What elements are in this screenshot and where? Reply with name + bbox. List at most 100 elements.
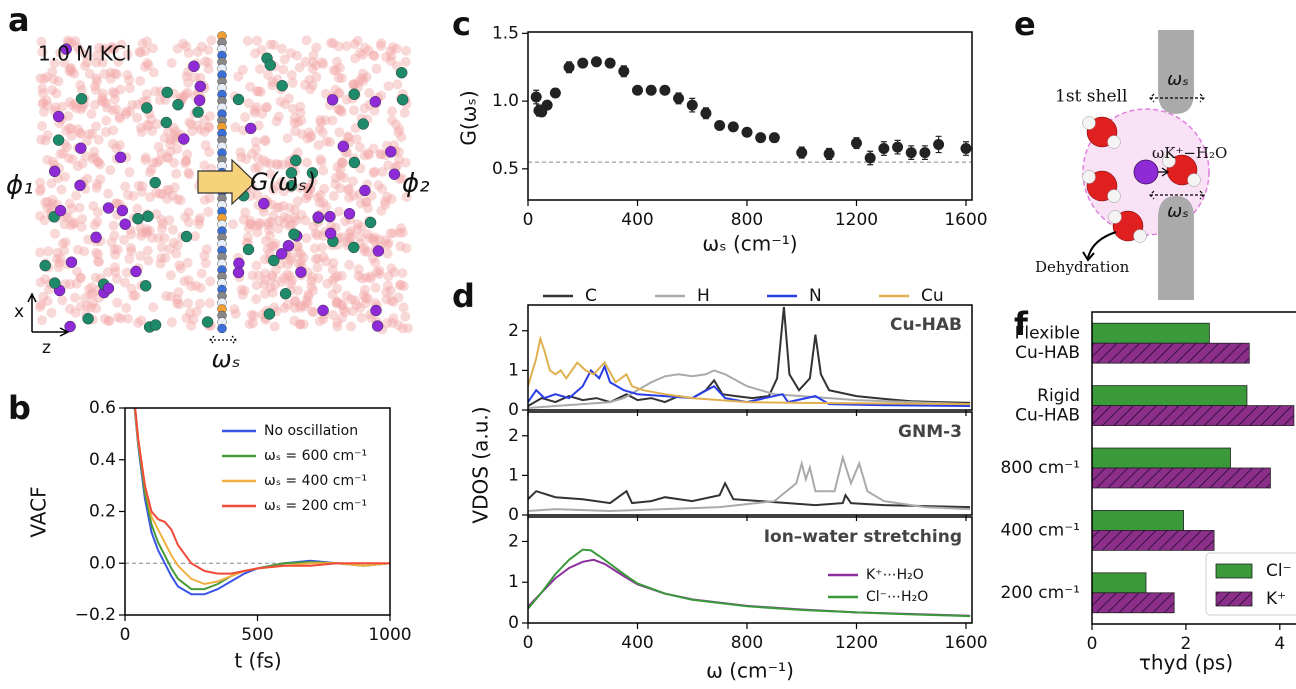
water xyxy=(254,64,265,75)
bar xyxy=(1092,342,1250,364)
water xyxy=(99,313,110,324)
water xyxy=(49,58,60,68)
panel-label: e xyxy=(1014,5,1036,43)
water xyxy=(60,171,70,182)
water xyxy=(143,121,154,131)
water xyxy=(314,124,325,134)
water xyxy=(346,294,357,305)
water xyxy=(163,184,174,195)
water xyxy=(76,84,87,95)
data-point xyxy=(631,84,643,96)
water xyxy=(382,191,392,202)
water xyxy=(250,163,261,173)
water xyxy=(203,45,214,55)
water xyxy=(106,237,117,248)
water xyxy=(292,240,303,251)
potassium-ion xyxy=(295,266,307,278)
water xyxy=(253,86,264,97)
water xyxy=(392,160,403,171)
water xyxy=(46,307,57,318)
water xyxy=(307,80,318,91)
water xyxy=(333,104,344,115)
water xyxy=(291,215,302,226)
water xyxy=(178,38,189,49)
water xyxy=(81,301,92,312)
y-tick-label: 800 cm⁻¹ xyxy=(1000,458,1080,478)
water xyxy=(332,296,343,307)
water xyxy=(268,272,278,283)
water xyxy=(304,74,315,85)
water xyxy=(376,205,387,216)
water xyxy=(297,129,308,140)
water xyxy=(275,96,286,107)
water xyxy=(110,266,121,277)
water xyxy=(386,263,397,274)
water xyxy=(252,86,263,97)
water xyxy=(186,119,197,130)
water xyxy=(199,250,210,261)
water xyxy=(55,149,66,159)
water xyxy=(93,134,104,145)
water xyxy=(38,97,49,108)
potassium-ion xyxy=(343,207,356,220)
y-tick-label: 0.6 xyxy=(89,398,116,418)
water xyxy=(295,319,306,330)
water xyxy=(109,94,120,105)
water xyxy=(267,80,278,91)
water xyxy=(47,85,58,96)
water xyxy=(328,309,338,320)
water xyxy=(354,142,365,153)
water xyxy=(98,88,108,99)
water xyxy=(187,126,198,137)
chloride-ion xyxy=(397,93,409,106)
water xyxy=(144,225,155,236)
water xyxy=(307,176,318,187)
water xyxy=(287,275,298,286)
water xyxy=(313,140,324,151)
water xyxy=(334,104,345,115)
water xyxy=(75,127,86,138)
hydrogen xyxy=(1107,189,1121,203)
water xyxy=(294,62,305,73)
water xyxy=(370,282,381,293)
water xyxy=(246,309,257,320)
water xyxy=(284,220,295,231)
water xyxy=(286,70,297,80)
water xyxy=(393,147,404,157)
water xyxy=(169,134,180,145)
water xyxy=(114,113,125,124)
water xyxy=(387,106,397,117)
y-tick-label: 0.4 xyxy=(89,450,116,470)
x-tick-label: 500 xyxy=(241,625,273,645)
potassium-ion xyxy=(178,133,190,145)
data-point xyxy=(878,143,890,155)
water xyxy=(136,231,147,241)
potassium-ion xyxy=(188,60,200,73)
water xyxy=(395,280,406,291)
water xyxy=(125,106,135,117)
water xyxy=(186,320,197,331)
plot-frame xyxy=(527,304,973,411)
water xyxy=(120,277,130,288)
gap-arrow-bottom xyxy=(1149,190,1205,200)
gap-arrow-top xyxy=(1149,93,1205,103)
water xyxy=(315,190,326,200)
water xyxy=(360,284,370,295)
data-point xyxy=(530,91,542,103)
water xyxy=(40,135,51,146)
y-axis-label: G(ωₛ) xyxy=(457,90,481,145)
water xyxy=(147,126,158,137)
y-tick-label: 1 xyxy=(508,465,519,485)
potassium-ion xyxy=(372,245,385,257)
water xyxy=(278,273,289,283)
water xyxy=(157,189,168,200)
bar xyxy=(1092,405,1295,426)
water xyxy=(334,127,345,138)
water xyxy=(88,201,99,211)
water xyxy=(144,167,155,178)
water xyxy=(270,280,280,290)
water xyxy=(171,248,182,259)
water xyxy=(319,183,330,194)
water xyxy=(296,256,307,267)
water xyxy=(368,50,379,61)
